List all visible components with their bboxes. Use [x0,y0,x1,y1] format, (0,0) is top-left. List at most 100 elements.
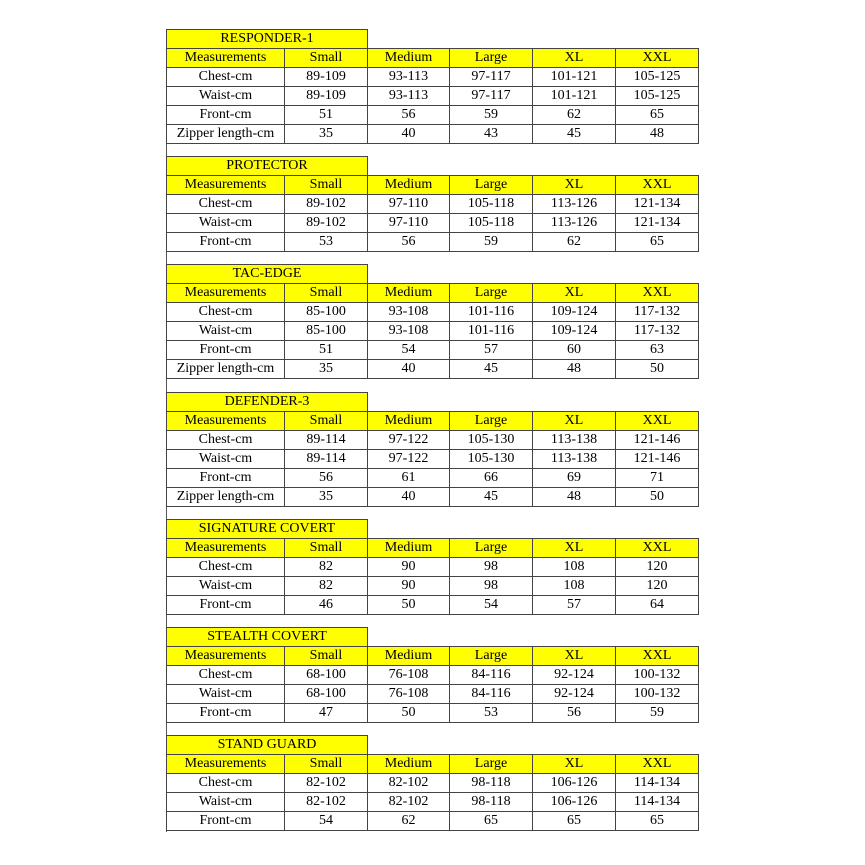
measurement-label: Zipper length-cm [166,487,285,507]
table-cell: 100-132 [615,665,699,685]
table-cell: 89-114 [284,449,368,469]
table-cell: 45 [449,359,533,379]
table-cell: 89-102 [284,194,368,214]
column-header: Measurements [166,175,285,195]
table-cell: 97-110 [367,213,450,233]
table-row: Front-cm 47 50 53 56 59 [166,703,699,723]
table-cell: 93-113 [367,67,450,87]
table-title-row: PROTECTOR [166,156,699,176]
measurement-label: Waist-cm [166,684,285,704]
column-header: Medium [367,48,450,68]
table-cell: 50 [367,703,450,723]
table-cell: 50 [367,595,450,615]
table-cell: 85-100 [284,302,368,322]
table-row: Chest-cm 82 90 98 108 120 [166,557,699,577]
table-cell: 121-134 [615,194,699,214]
table-cell: 89-109 [284,86,368,106]
table-row: Waist-cm 89-102 97-110 105-118 113-126 121-13… [166,213,699,233]
table-title-row: RESPONDER-1 [166,29,699,49]
measurement-label: Waist-cm [166,321,285,341]
size-table: PROTECTOR Measurements Small Medium Large XL X… [166,156,699,252]
column-header: Measurements [166,283,285,303]
table-row: Front-cm 54 62 65 65 65 [166,811,699,831]
table-row: Front-cm 53 56 59 62 65 [166,232,699,252]
table-cell: 121-146 [615,449,699,469]
column-header: Large [449,48,533,68]
table-row: Waist-cm 89-109 93-113 97-117 101-121 105-125 [166,86,699,106]
table-row: Zipper length-cm 35 40 43 45 48 [166,124,699,144]
column-header: Large [449,411,533,431]
size-chart-table: STAND GUARD Measurements Small Medium Large X… [166,735,699,831]
table-cell: 101-121 [532,86,616,106]
product-title: SIGNATURE COVERT [166,519,368,539]
table-cell: 56 [532,703,616,723]
table-cell: 108 [532,576,616,596]
table-cell: 90 [367,576,450,596]
product-title: DEFENDER-3 [166,392,368,412]
product-title: TAC-EDGE [166,264,368,284]
table-cell: 35 [284,359,368,379]
table-cell: 53 [284,232,368,252]
measurement-label: Chest-cm [166,194,285,214]
table-row: Chest-cm 82-102 82-102 98-118 106-126 114-134 [166,773,699,793]
table-cell: 113-126 [532,213,616,233]
table-cell: 65 [449,811,533,831]
table-cell: 45 [532,124,616,144]
table-cell: 84-116 [449,684,533,704]
table-row: Waist-cm 68-100 76-108 84-116 92-124 100-132 [166,684,699,704]
table-cell: 109-124 [532,302,616,322]
table-cell: 66 [449,468,533,488]
table-cell: 51 [284,105,368,125]
column-header: Medium [367,646,450,666]
column-header: XXL [615,411,699,431]
table-cell: 105-118 [449,213,533,233]
measurement-label: Chest-cm [166,557,285,577]
table-cell: 105-118 [449,194,533,214]
table-cell: 43 [449,124,533,144]
table-cell: 100-132 [615,684,699,704]
measurement-label: Waist-cm [166,792,285,812]
column-header: Small [284,538,368,558]
table-cell: 98 [449,557,533,577]
table-cell: 105-125 [615,67,699,87]
table-cell: 114-134 [615,773,699,793]
size-chart-table: RESPONDER-1 Measurements Small Medium Large X… [166,29,699,144]
column-header: Small [284,175,368,195]
column-header: XXL [615,283,699,303]
table-cell: 65 [615,105,699,125]
column-header: Medium [367,538,450,558]
table-cell: 48 [615,124,699,144]
table-title-row: DEFENDER-3 [166,392,699,412]
table-cell: 89-109 [284,67,368,87]
table-cell: 92-124 [532,665,616,685]
measurement-label: Waist-cm [166,213,285,233]
table-cell: 97-122 [367,449,450,469]
table-cell: 62 [532,232,616,252]
table-row: Waist-cm 85-100 93-108 101-116 109-124 117-13… [166,321,699,341]
table-cell: 60 [532,340,616,360]
title-spacer [367,627,699,647]
table-cell: 121-146 [615,430,699,450]
table-header-row: Measurements Small Medium Large XL XXL [166,538,699,558]
measurement-label: Waist-cm [166,449,285,469]
table-cell: 117-132 [615,321,699,341]
table-cell: 93-108 [367,302,450,322]
table-cell: 82-102 [284,792,368,812]
table-row: Chest-cm 68-100 76-108 84-116 92-124 100-132 [166,665,699,685]
column-header: Measurements [166,411,285,431]
table-row: Chest-cm 89-102 97-110 105-118 113-126 121-13… [166,194,699,214]
table-cell: 54 [449,595,533,615]
table-cell: 98-118 [449,792,533,812]
table-cell: 113-126 [532,194,616,214]
column-header: XXL [615,175,699,195]
table-cell: 105-130 [449,449,533,469]
table-header-row: Measurements Small Medium Large XL XXL [166,411,699,431]
column-header: XL [532,175,616,195]
column-header: Medium [367,411,450,431]
table-cell: 97-117 [449,86,533,106]
table-cell: 57 [532,595,616,615]
measurement-label: Front-cm [166,811,285,831]
measurement-label: Chest-cm [166,773,285,793]
size-table: STAND GUARD Measurements Small Medium Large X… [166,735,699,831]
title-spacer [367,519,699,539]
